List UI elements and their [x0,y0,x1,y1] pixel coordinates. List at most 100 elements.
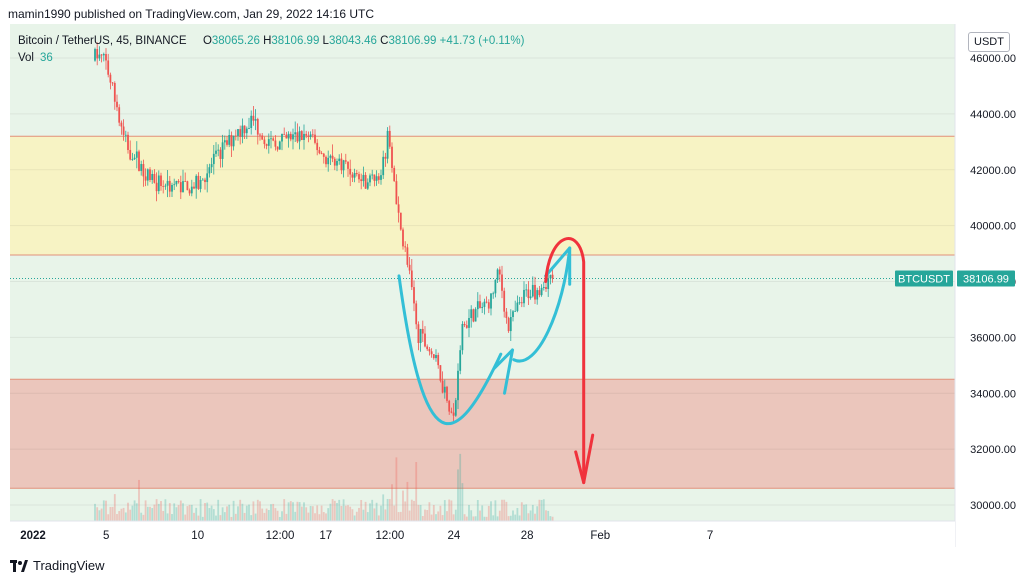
volume-bar [168,503,171,521]
candle-body [259,134,261,136]
candle-body [113,83,116,102]
candle-body [96,49,99,59]
volume-bar [421,516,424,521]
volume-bar [162,510,165,521]
volume-bar [514,514,517,521]
volume-bar [307,512,310,521]
chart[interactable]: 46000.0044000.0042000.0040000.0038000.00… [0,24,1031,548]
candle-body [184,181,187,182]
candle-body [353,173,356,178]
candle-body [516,302,519,311]
volume-bar [270,504,272,521]
candle-body [426,346,429,350]
volume-bar [417,504,420,521]
volume-bar [349,506,352,521]
volume-bar [531,504,534,521]
candle-body [509,317,512,332]
candle-body [518,302,521,304]
time-axis[interactable] [0,521,955,547]
high-value: 38106.99 [271,35,320,47]
volume-bar [261,508,264,521]
candle-body [256,119,259,135]
cyan-u-curve [397,274,503,426]
volume-bar [252,501,255,521]
candle-body [430,351,433,355]
candle-body [344,160,347,162]
candle-body [298,131,301,142]
volume-bar [331,499,334,521]
volume-bar [366,512,369,521]
symbol-label[interactable]: Bitcoin / TetherUS, 45, BINANCE [18,35,187,47]
volume-bar [507,516,510,521]
candle-body [199,180,202,189]
open-value: 38065.26 [211,35,260,47]
candle-body [386,130,389,159]
volume-bar [298,502,301,521]
candle-body [450,411,453,413]
currency-button[interactable]: USDT [968,32,1010,52]
volume-bar [329,503,332,521]
support-zone [10,379,955,489]
volume-bar [109,506,112,521]
open-label: O [202,35,212,47]
candle-body [131,159,134,160]
volume-bar [219,515,222,521]
volume-bar [496,516,499,521]
volume-bar [241,503,244,521]
volume-bar [430,514,433,521]
volume-bar [446,511,448,521]
volume-bar [296,501,299,521]
candle-body [388,130,391,147]
volume-bar [336,503,338,521]
candle-body [391,146,393,168]
candle-body [177,180,180,183]
candle-body [219,149,222,159]
candle-body [525,289,528,291]
volume-bar [283,499,286,521]
candle-body [261,135,264,140]
volume-bar [131,505,134,521]
candle-body [263,139,266,145]
y-tick-label: 34000.00 [970,388,1016,400]
candle-body [415,303,418,325]
candle-body [208,167,211,174]
volume-bar [494,500,497,521]
volume-bar [542,499,545,521]
candle-body [338,158,341,162]
volume-bar [351,509,354,521]
volume-bar [523,504,525,521]
volume-bar [384,509,387,521]
volume-bar [259,501,261,521]
candle-body [402,229,404,247]
volume-bar [303,502,305,521]
candle-body [129,149,132,160]
volume-legend: Vol 36 [18,52,53,64]
volume-bar [223,512,226,521]
candle-body [142,164,145,177]
candle-body [179,182,182,193]
volume-bar [474,516,477,521]
volume-bar [408,510,411,521]
candle-body [413,287,415,304]
volume-bar [217,499,220,521]
candle-body [102,54,105,56]
candle-body [503,290,506,312]
volume-bar [314,513,316,521]
volume-bar [450,500,453,521]
candle-body [168,180,171,192]
volume-bar [452,514,455,521]
candle-body [173,184,176,186]
candle-body [529,296,532,299]
volume-bar [518,515,521,521]
volume-bar [111,506,114,521]
volume-bar [344,505,347,521]
red-arrow-head [574,433,595,485]
candle-body [457,370,459,401]
candle-body [201,179,204,181]
volume-bar [155,499,158,521]
candle-body [197,175,200,189]
chart-svg[interactable]: 46000.0044000.0042000.0040000.0038000.00… [0,24,1031,548]
volume-bar [144,500,147,521]
volume-bar [184,514,187,521]
volume-bar [267,510,270,521]
